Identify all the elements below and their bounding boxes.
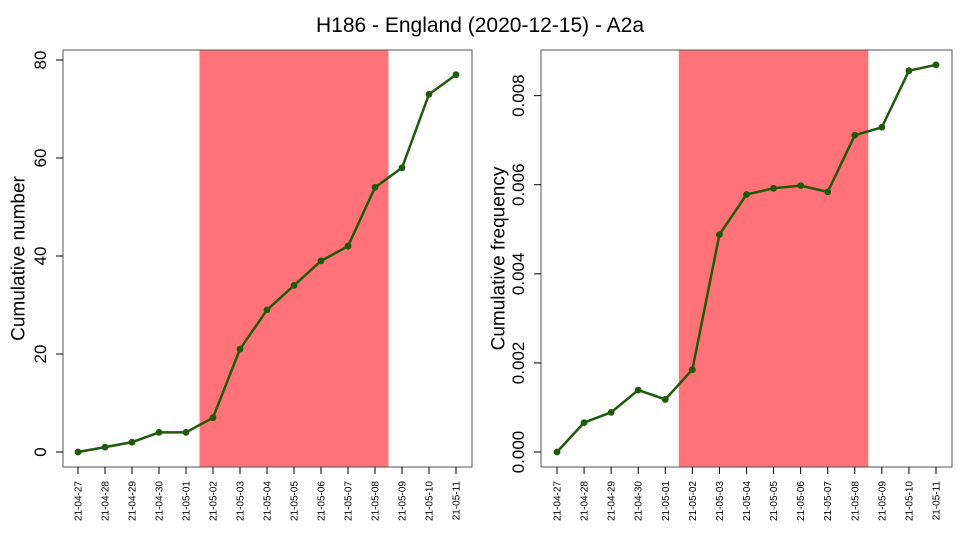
y-tick-label: 20 [31, 345, 50, 364]
x-tick-label: 21-05-09 [398, 481, 409, 521]
data-point [236, 345, 244, 353]
data-point [770, 184, 777, 192]
data-point [580, 419, 588, 426]
data-point [425, 90, 433, 98]
x-tick-label: 21-05-02 [688, 481, 699, 521]
cumulative-number-panel: 0 20 40 60 80 Cumulative number 21-04-27 21-04-… [9, 49, 473, 521]
data-point [553, 448, 561, 456]
chart-title: H186 - England (2020-12-15) - A2a [316, 14, 644, 37]
y-tick-label: 0.000 [509, 431, 528, 474]
y-tick-label: 0.002 [509, 342, 528, 385]
data-point [209, 414, 217, 422]
data-point [317, 257, 325, 265]
data-point [716, 231, 723, 239]
data-point [74, 448, 82, 456]
y-tick-label: 0.004 [509, 253, 528, 296]
x-tick-label: 21-05-06 [317, 481, 328, 521]
x-tick-label: 21-05-02 [209, 481, 220, 521]
y-tick-label: 60 [31, 149, 50, 168]
data-point [688, 366, 696, 373]
y-axis-label: Cumulative frequency [489, 166, 510, 350]
y-tick-label: 80 [31, 51, 50, 70]
y-tick-label: 40 [31, 247, 50, 266]
data-point [878, 123, 886, 131]
cumulative-frequency-panel: 0.000 0.002 0.004 0.006 0.008 Cumulative freq… [489, 49, 953, 521]
x-tick-label: 21-05-10 [425, 481, 436, 521]
data-point [398, 164, 406, 172]
data-point [797, 182, 805, 190]
y-tick-label: 0.008 [509, 74, 528, 117]
x-tick-label: 21-04-27 [553, 481, 564, 521]
data-point [851, 131, 859, 139]
x-tick-label: 21-05-01 [182, 481, 193, 521]
x-tick-label: 21-05-04 [263, 481, 274, 521]
y-axis-label: Cumulative number [9, 175, 30, 340]
x-tick-label: 21-04-30 [634, 481, 645, 521]
data-point [290, 282, 298, 289]
x-tick-label: 21-05-03 [236, 481, 247, 521]
data-point [452, 71, 460, 79]
data-point [932, 61, 940, 69]
highlight-period [678, 50, 869, 467]
x-tick-label: 21-04-29 [607, 481, 618, 521]
x-tick-label: 21-04-28 [101, 481, 112, 521]
x-tick-label: 21-05-08 [850, 481, 861, 521]
x-tick-label: 21-04-30 [155, 481, 166, 521]
x-tick-label: 21-05-11 [932, 481, 943, 521]
y-tick-label: 0 [31, 447, 50, 456]
data-point [128, 438, 136, 446]
data-point [905, 67, 913, 75]
x-tick-label: 21-05-06 [796, 481, 807, 521]
x-tick-label: 21-05-11 [452, 481, 463, 521]
data-point [371, 184, 379, 191]
data-point [607, 408, 615, 416]
x-tick-label: 21-05-10 [904, 481, 915, 521]
x-tick-label: 21-05-04 [742, 481, 753, 521]
data-point [743, 191, 750, 198]
data-point [344, 242, 352, 250]
x-tick-label: 21-05-03 [715, 481, 726, 521]
x-tick-label: 21-05-01 [661, 481, 672, 521]
x-tick-label: 21-05-07 [823, 481, 834, 521]
data-point [182, 429, 190, 436]
x-tick-label: 21-05-05 [290, 481, 301, 521]
data-point [824, 188, 832, 196]
data-point [634, 386, 642, 394]
y-tick-label: 0.006 [509, 163, 528, 206]
data-point [101, 443, 109, 451]
data-point [661, 396, 669, 403]
x-tick-label: 21-05-09 [877, 481, 888, 521]
x-tick-label: 21-05-08 [371, 481, 382, 521]
data-point [155, 429, 163, 436]
x-tick-label: 21-05-07 [344, 481, 355, 521]
data-point [263, 306, 271, 314]
x-tick-label: 21-04-29 [128, 481, 139, 521]
highlight-period [199, 50, 389, 467]
x-tick-label: 21-05-05 [769, 481, 780, 521]
x-tick-label: 21-04-27 [74, 481, 85, 521]
x-tick-label: 21-04-28 [580, 481, 591, 521]
